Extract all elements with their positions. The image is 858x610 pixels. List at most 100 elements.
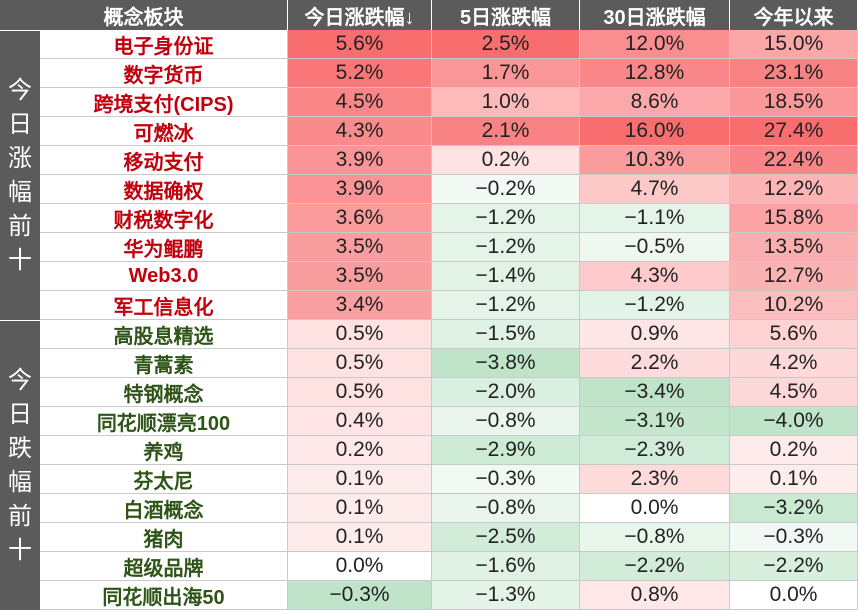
- value-cell: −3.2%: [730, 494, 858, 523]
- value-cell: 2.3%: [580, 465, 730, 494]
- sector-name[interactable]: 白酒概念: [40, 494, 288, 523]
- value-cell: 0.1%: [288, 523, 432, 552]
- value-cell: 1.7%: [432, 59, 580, 88]
- value-cell: 8.6%: [580, 88, 730, 117]
- column-header-today-change[interactable]: 今日涨跌幅↓: [288, 0, 432, 30]
- sector-name[interactable]: 数据确权: [40, 175, 288, 204]
- value-cell: −0.8%: [580, 523, 730, 552]
- sector-name[interactable]: 数字货币: [40, 59, 288, 88]
- value-cell: −2.9%: [432, 436, 580, 465]
- value-cell: 4.3%: [288, 117, 432, 146]
- value-cell: 27.4%: [730, 117, 858, 146]
- value-cell: −0.5%: [580, 233, 730, 262]
- sector-name[interactable]: 特钢概念: [40, 378, 288, 407]
- value-cell: 5.6%: [730, 320, 858, 349]
- sector-name[interactable]: 华为鲲鹏: [40, 233, 288, 262]
- value-cell: 15.0%: [730, 30, 858, 59]
- group-label: 今日涨幅前十: [0, 30, 40, 320]
- value-cell: 10.2%: [730, 291, 858, 320]
- value-cell: 3.6%: [288, 204, 432, 233]
- sector-name[interactable]: 财税数字化: [40, 204, 288, 233]
- value-cell: −0.3%: [432, 465, 580, 494]
- value-cell: 0.2%: [288, 436, 432, 465]
- sector-name[interactable]: 移动支付: [40, 146, 288, 175]
- value-cell: −0.8%: [432, 494, 580, 523]
- value-cell: −1.2%: [432, 233, 580, 262]
- value-cell: −4.0%: [730, 407, 858, 436]
- value-cell: 0.0%: [580, 494, 730, 523]
- sector-name[interactable]: 电子身份证: [40, 30, 288, 59]
- value-cell: 13.5%: [730, 233, 858, 262]
- column-header-ytd[interactable]: 今年以来: [730, 0, 858, 30]
- value-cell: 0.5%: [288, 378, 432, 407]
- value-cell: 12.0%: [580, 30, 730, 59]
- value-cell: −1.3%: [432, 581, 580, 610]
- sector-name[interactable]: 高股息精选: [40, 320, 288, 349]
- value-cell: 4.7%: [580, 175, 730, 204]
- value-cell: −1.5%: [432, 320, 580, 349]
- group-label: 今日跌幅前十: [0, 320, 40, 610]
- sector-name[interactable]: Web3.0: [40, 262, 288, 291]
- value-cell: 3.9%: [288, 175, 432, 204]
- value-cell: 4.5%: [730, 378, 858, 407]
- value-cell: 0.4%: [288, 407, 432, 436]
- sector-name[interactable]: 跨境支付(CIPS): [40, 88, 288, 117]
- sector-name[interactable]: 可燃冰: [40, 117, 288, 146]
- value-cell: −3.4%: [580, 378, 730, 407]
- value-cell: 18.5%: [730, 88, 858, 117]
- value-cell: 0.1%: [288, 465, 432, 494]
- value-cell: −3.1%: [580, 407, 730, 436]
- value-cell: −1.6%: [432, 552, 580, 581]
- value-cell: 22.4%: [730, 146, 858, 175]
- value-cell: −0.2%: [432, 175, 580, 204]
- value-cell: 0.2%: [730, 436, 858, 465]
- value-cell: −3.8%: [432, 349, 580, 378]
- value-cell: 3.5%: [288, 262, 432, 291]
- sector-name[interactable]: 军工信息化: [40, 291, 288, 320]
- value-cell: −1.2%: [580, 291, 730, 320]
- value-cell: 1.0%: [432, 88, 580, 117]
- value-cell: 0.5%: [288, 349, 432, 378]
- value-cell: 0.9%: [580, 320, 730, 349]
- value-cell: 4.3%: [580, 262, 730, 291]
- column-header-5day-change[interactable]: 5日涨跌幅: [432, 0, 580, 30]
- value-cell: 15.8%: [730, 204, 858, 233]
- value-cell: 0.2%: [432, 146, 580, 175]
- value-cell: −1.4%: [432, 262, 580, 291]
- value-cell: −2.0%: [432, 378, 580, 407]
- value-cell: 5.2%: [288, 59, 432, 88]
- sector-name[interactable]: 同花顺漂亮100: [40, 407, 288, 436]
- sector-name[interactable]: 超级品牌: [40, 552, 288, 581]
- value-cell: 0.5%: [288, 320, 432, 349]
- sector-name[interactable]: 芬太尼: [40, 465, 288, 494]
- column-header-30day-change[interactable]: 30日涨跌幅: [580, 0, 730, 30]
- value-cell: 2.1%: [432, 117, 580, 146]
- value-cell: −0.3%: [288, 581, 432, 610]
- value-cell: 12.7%: [730, 262, 858, 291]
- value-cell: 0.0%: [730, 581, 858, 610]
- value-cell: 4.2%: [730, 349, 858, 378]
- value-cell: 0.8%: [580, 581, 730, 610]
- sector-name[interactable]: 猪肉: [40, 523, 288, 552]
- value-cell: −1.1%: [580, 204, 730, 233]
- value-cell: 12.2%: [730, 175, 858, 204]
- value-cell: 0.1%: [288, 494, 432, 523]
- value-cell: 3.9%: [288, 146, 432, 175]
- value-cell: −2.3%: [580, 436, 730, 465]
- value-cell: 2.5%: [432, 30, 580, 59]
- value-cell: −2.2%: [730, 552, 858, 581]
- value-cell: −2.2%: [580, 552, 730, 581]
- value-cell: 5.6%: [288, 30, 432, 59]
- value-cell: 3.5%: [288, 233, 432, 262]
- value-cell: 2.2%: [580, 349, 730, 378]
- value-cell: −0.3%: [730, 523, 858, 552]
- sector-name[interactable]: 养鸡: [40, 436, 288, 465]
- value-cell: 4.5%: [288, 88, 432, 117]
- value-cell: 12.8%: [580, 59, 730, 88]
- value-cell: −0.8%: [432, 407, 580, 436]
- sector-name[interactable]: 同花顺出海50: [40, 581, 288, 610]
- value-cell: −2.5%: [432, 523, 580, 552]
- column-header-sector: 概念板块: [0, 0, 288, 30]
- sector-name[interactable]: 青蒿素: [40, 349, 288, 378]
